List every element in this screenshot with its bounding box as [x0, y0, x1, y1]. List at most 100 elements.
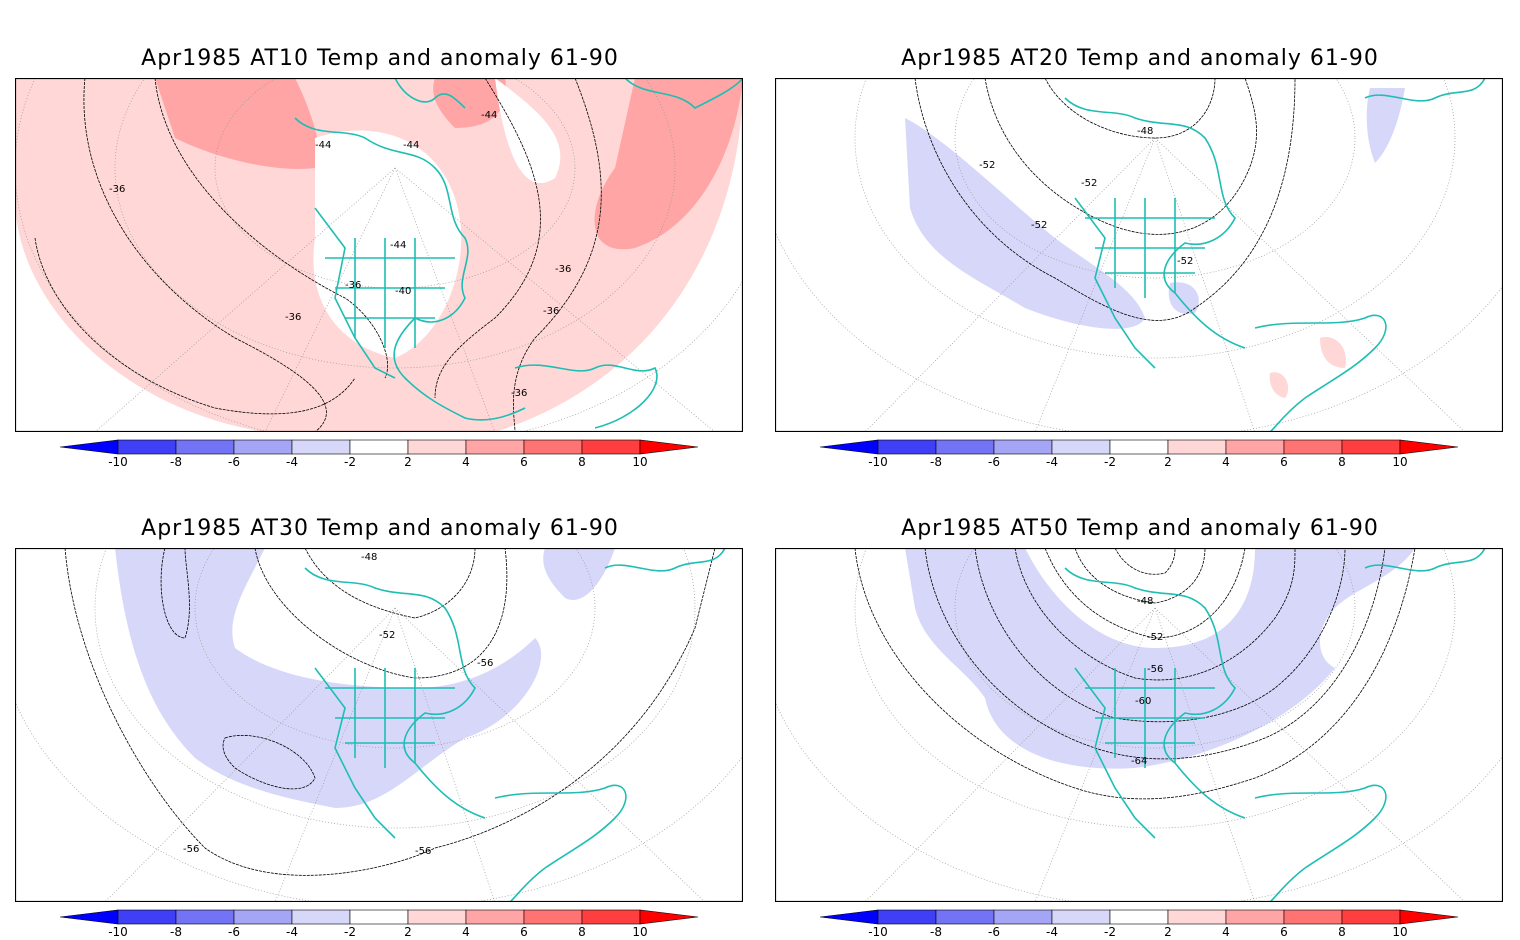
colorbar-segment — [349, 909, 409, 925]
map-at10: -44 -44 -44 -36 -44 -36 -40 -36 -36 -36 … — [15, 78, 743, 432]
svg-text:-52: -52 — [1147, 632, 1163, 643]
svg-text:-48: -48 — [361, 552, 377, 563]
svg-text:-64: -64 — [1131, 756, 1147, 767]
anomaly-fill-strong — [433, 78, 506, 128]
colorbar-arrow-right — [1399, 439, 1459, 455]
anomaly-fill — [905, 118, 1145, 329]
coastlines — [1064, 78, 1486, 432]
svg-text:-60: -60 — [1135, 696, 1151, 707]
colorbar-segment — [877, 439, 937, 455]
colorbar-tick-label: -6 — [988, 925, 1000, 938]
anomaly-fill — [1168, 282, 1199, 314]
colorbar-tick-label: 2 — [1164, 455, 1172, 468]
colorbar: -10 -8 -6 -4 -2 2 4 6 8 10 — [60, 909, 699, 938]
colorbar-segment — [1109, 909, 1169, 925]
colorbar-tick-label: 8 — [1338, 925, 1346, 938]
svg-text:-36: -36 — [285, 312, 301, 323]
svg-text:-36: -36 — [345, 280, 361, 291]
colorbar-segment — [233, 909, 293, 925]
svg-text:-52: -52 — [379, 630, 395, 641]
anomaly-fill-warm — [1320, 337, 1346, 368]
colorbar-segment — [581, 439, 641, 455]
colorbar-tick-label: 10 — [1392, 455, 1407, 468]
svg-text:-44: -44 — [481, 110, 497, 121]
colorbar-arrow-right — [639, 439, 699, 455]
graticule — [775, 548, 1503, 902]
svg-text:-36: -36 — [543, 306, 559, 317]
colorbar-tick-label: 4 — [1222, 455, 1230, 468]
colorbar-arrow-right — [639, 909, 699, 925]
colorbar-tick-label: -4 — [286, 925, 298, 938]
colorbar-tick-label: 10 — [632, 925, 647, 938]
colorbar-segment — [581, 909, 641, 925]
colorbar-tick-label: -8 — [170, 925, 182, 938]
colorbar-segment — [993, 909, 1053, 925]
svg-text:-52: -52 — [1177, 256, 1193, 267]
colorbar-tick-label: -2 — [1104, 455, 1116, 468]
svg-text:-36: -36 — [109, 184, 125, 195]
svg-text:-52: -52 — [1081, 178, 1097, 189]
colorbar-segment — [117, 439, 177, 455]
anomaly-blank — [313, 130, 462, 358]
colorbar-segment — [1051, 909, 1111, 925]
coastlines — [304, 548, 726, 902]
colorbar-segment — [407, 909, 467, 925]
anomaly-fill — [543, 548, 615, 600]
colorbar-segment — [935, 439, 995, 455]
colorbar-tick-label: -10 — [868, 455, 888, 468]
svg-text:-44: -44 — [390, 240, 406, 251]
svg-text:-56: -56 — [183, 844, 199, 855]
colorbar-tick-label: 4 — [1222, 925, 1230, 938]
colorbar-segment — [1225, 439, 1285, 455]
colorbar-segment — [1225, 909, 1285, 925]
colorbar-tick-label: -2 — [344, 925, 356, 938]
colorbar-segment — [877, 909, 937, 925]
panel-at30: Apr1985 AT30 Temp and anomaly 61-90 — [0, 470, 760, 940]
colorbar-tick-label: -6 — [228, 925, 240, 938]
contours — [854, 548, 1416, 800]
svg-text:-36: -36 — [511, 388, 527, 399]
panel-title: Apr1985 AT20 Temp and anomaly 61-90 — [901, 46, 1379, 71]
colorbar-segment — [175, 439, 235, 455]
colorbar-tick-label: 8 — [578, 455, 586, 468]
contours — [914, 78, 1296, 321]
colorbar-segment — [523, 909, 583, 925]
colorbar-tick-label: 6 — [1280, 455, 1288, 468]
coastlines — [294, 78, 743, 429]
colorbar-tick-label: -10 — [108, 925, 128, 938]
colorbar-segment — [1341, 909, 1401, 925]
colorbar-segment — [1109, 439, 1169, 455]
colorbar-tick-label: 4 — [462, 455, 470, 468]
colorbar-tick-label: -2 — [344, 455, 356, 468]
anomaly-fill — [1366, 88, 1405, 163]
contour-labels: -48 -52 -56 -56 -56 — [183, 552, 493, 857]
anomaly-fill — [905, 548, 1415, 769]
colorbar-segment — [1051, 439, 1111, 455]
contours — [34, 78, 602, 432]
colorbar-tick-label: -4 — [1046, 925, 1058, 938]
colorbar-tick-label: -8 — [930, 925, 942, 938]
svg-text:-52: -52 — [979, 160, 995, 171]
colorbar-arrow-left — [820, 909, 879, 925]
panel-at20: Apr1985 AT20 Temp and anomaly 61-90 — [760, 0, 1520, 470]
colorbar-tick-label: 2 — [1164, 925, 1172, 938]
colorbar-tick-label: -8 — [930, 455, 942, 468]
colorbar-tick-label: 6 — [1280, 925, 1288, 938]
contour-labels: -48 -52 -52 -52 -52 — [979, 126, 1193, 267]
colorbar-segment — [523, 439, 583, 455]
anomaly-fill-warm — [1269, 372, 1289, 398]
svg-text:-48: -48 — [1137, 126, 1153, 137]
colorbar-tick-label: -2 — [1104, 925, 1116, 938]
colorbar-segment — [349, 439, 409, 455]
colorbar-tick-label: -6 — [988, 455, 1000, 468]
panel-at10: Apr1985 AT10 Temp and anomaly 61-90 — [0, 0, 760, 470]
colorbar-tick-label: 10 — [632, 455, 647, 468]
colorbar-arrow-left — [60, 909, 119, 925]
colorbar-segment — [233, 439, 293, 455]
colorbar-arrow-left — [820, 439, 879, 455]
svg-text:-40: -40 — [395, 286, 411, 297]
colorbar-tick-label: 6 — [520, 455, 528, 468]
panel-title: Apr1985 AT30 Temp and anomaly 61-90 — [141, 516, 619, 541]
colorbar-segment — [117, 909, 177, 925]
graticule — [15, 548, 743, 902]
